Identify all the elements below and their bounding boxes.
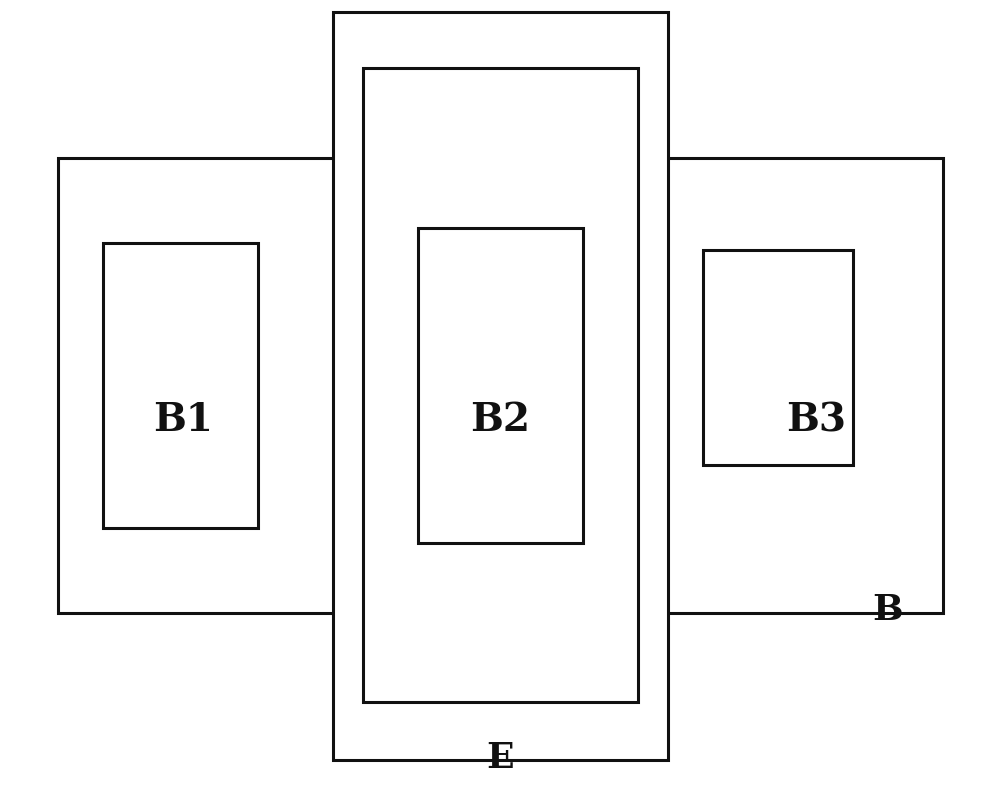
Bar: [363, 68, 638, 702]
Text: E: E: [486, 741, 514, 775]
Bar: [703, 250, 853, 465]
Bar: [418, 228, 583, 543]
Bar: [333, 12, 668, 760]
Text: B1: B1: [153, 401, 213, 439]
Bar: [103, 243, 258, 528]
Bar: [658, 158, 943, 613]
Text: B3: B3: [786, 401, 846, 439]
Text: B: B: [873, 593, 903, 627]
Bar: [58, 158, 343, 613]
Text: B2: B2: [470, 401, 530, 439]
